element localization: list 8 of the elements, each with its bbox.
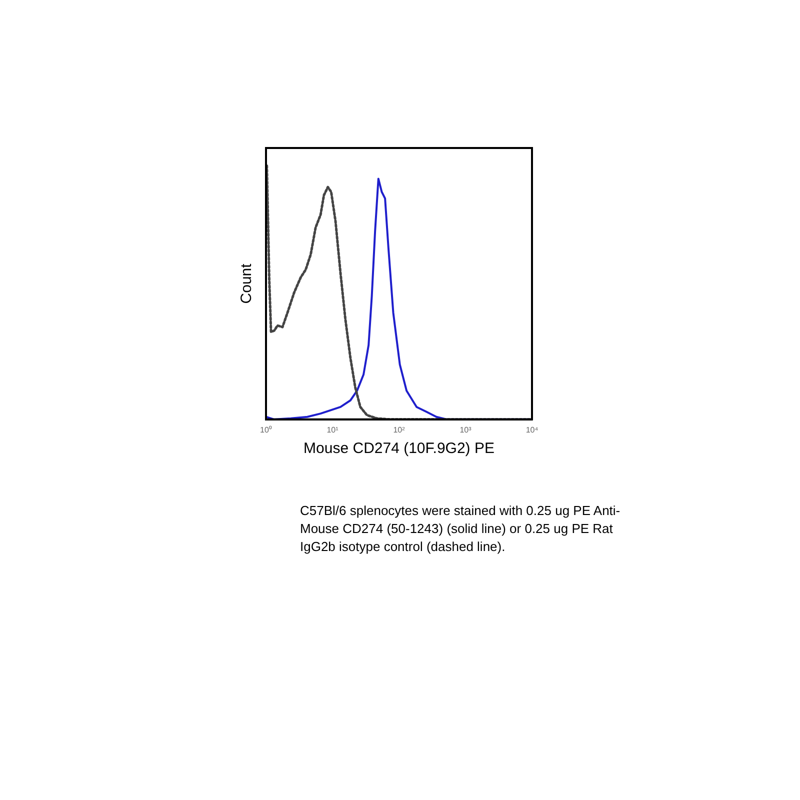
x-tick-label: 10⁴ (526, 425, 539, 434)
x-tick-label: 10⁰ (260, 425, 272, 434)
y-axis-title: Count (238, 262, 256, 304)
x-tick-label: 10³ (460, 425, 472, 434)
x-axis-title: Mouse CD274 (10F.9G2) PE (304, 440, 494, 458)
text: C57Bl/6 splenocytes were stained with 0.25 ug PE Anti-Mouse CD274 (50-1243) (solid line) or 0.25 ug PE Rat IgG2b isotype control (dashed line). (300, 502, 622, 556)
x-tick-label: 10¹ (326, 425, 339, 434)
x-tick-label: 10² (393, 425, 406, 434)
